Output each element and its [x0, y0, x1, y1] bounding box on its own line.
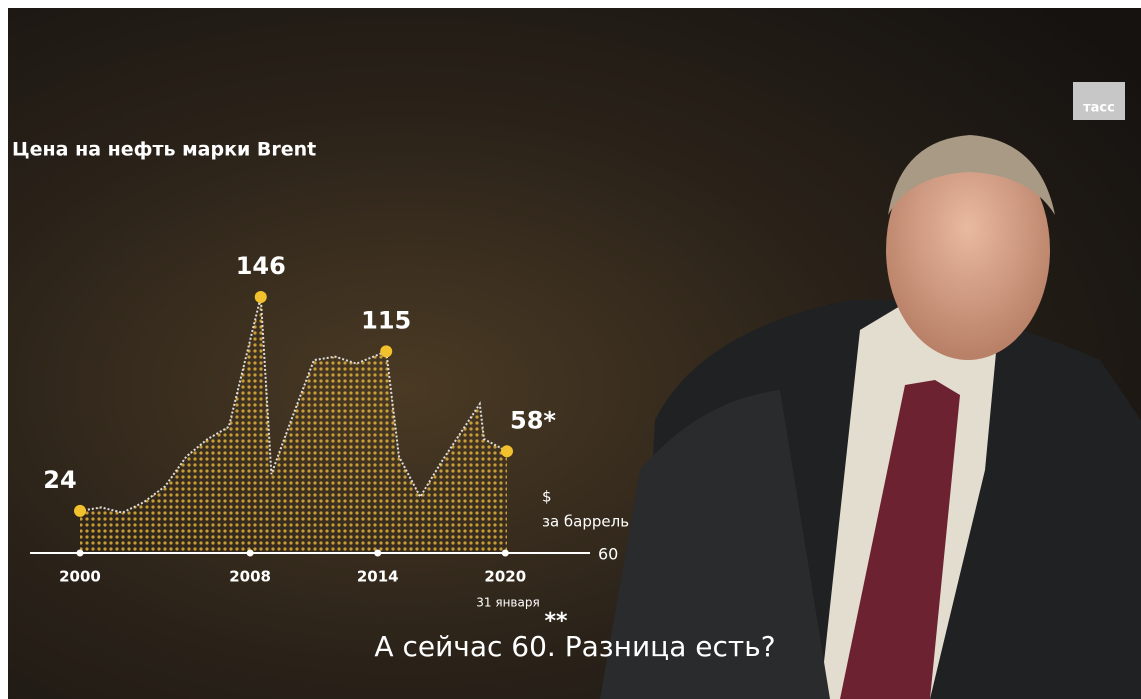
- x-tick-label: 2014: [357, 568, 399, 586]
- x-tick: [247, 550, 254, 557]
- unit-label: $: [542, 488, 552, 506]
- unit-label: за баррель: [542, 513, 629, 531]
- x-tick: [502, 550, 509, 557]
- highlight-point: [380, 345, 392, 357]
- data-label: 146: [236, 252, 286, 280]
- data-label: 24: [43, 466, 76, 494]
- data-label: 58*: [510, 406, 556, 434]
- x-tick: [77, 550, 84, 557]
- x-tick-label: 2008: [229, 568, 271, 586]
- axis-end-label: 60: [598, 545, 618, 564]
- logo: тасс: [1083, 101, 1115, 116]
- date-note: 31 января: [476, 596, 539, 610]
- highlight-point: [501, 445, 513, 457]
- caption: А сейчас 60. Разница есть?: [374, 630, 775, 663]
- highlight-point: [74, 505, 86, 517]
- chart-title: Цена на нефть марки Brent: [12, 139, 316, 161]
- x-tick-label: 2000: [59, 568, 101, 586]
- highlight-point: [255, 291, 267, 303]
- x-tick-label: 2020: [484, 568, 526, 586]
- data-label: 115: [361, 306, 411, 334]
- screenshot: тасс Цена на нефть марки Brent $ за барр…: [0, 0, 1141, 699]
- x-tick: [374, 550, 381, 557]
